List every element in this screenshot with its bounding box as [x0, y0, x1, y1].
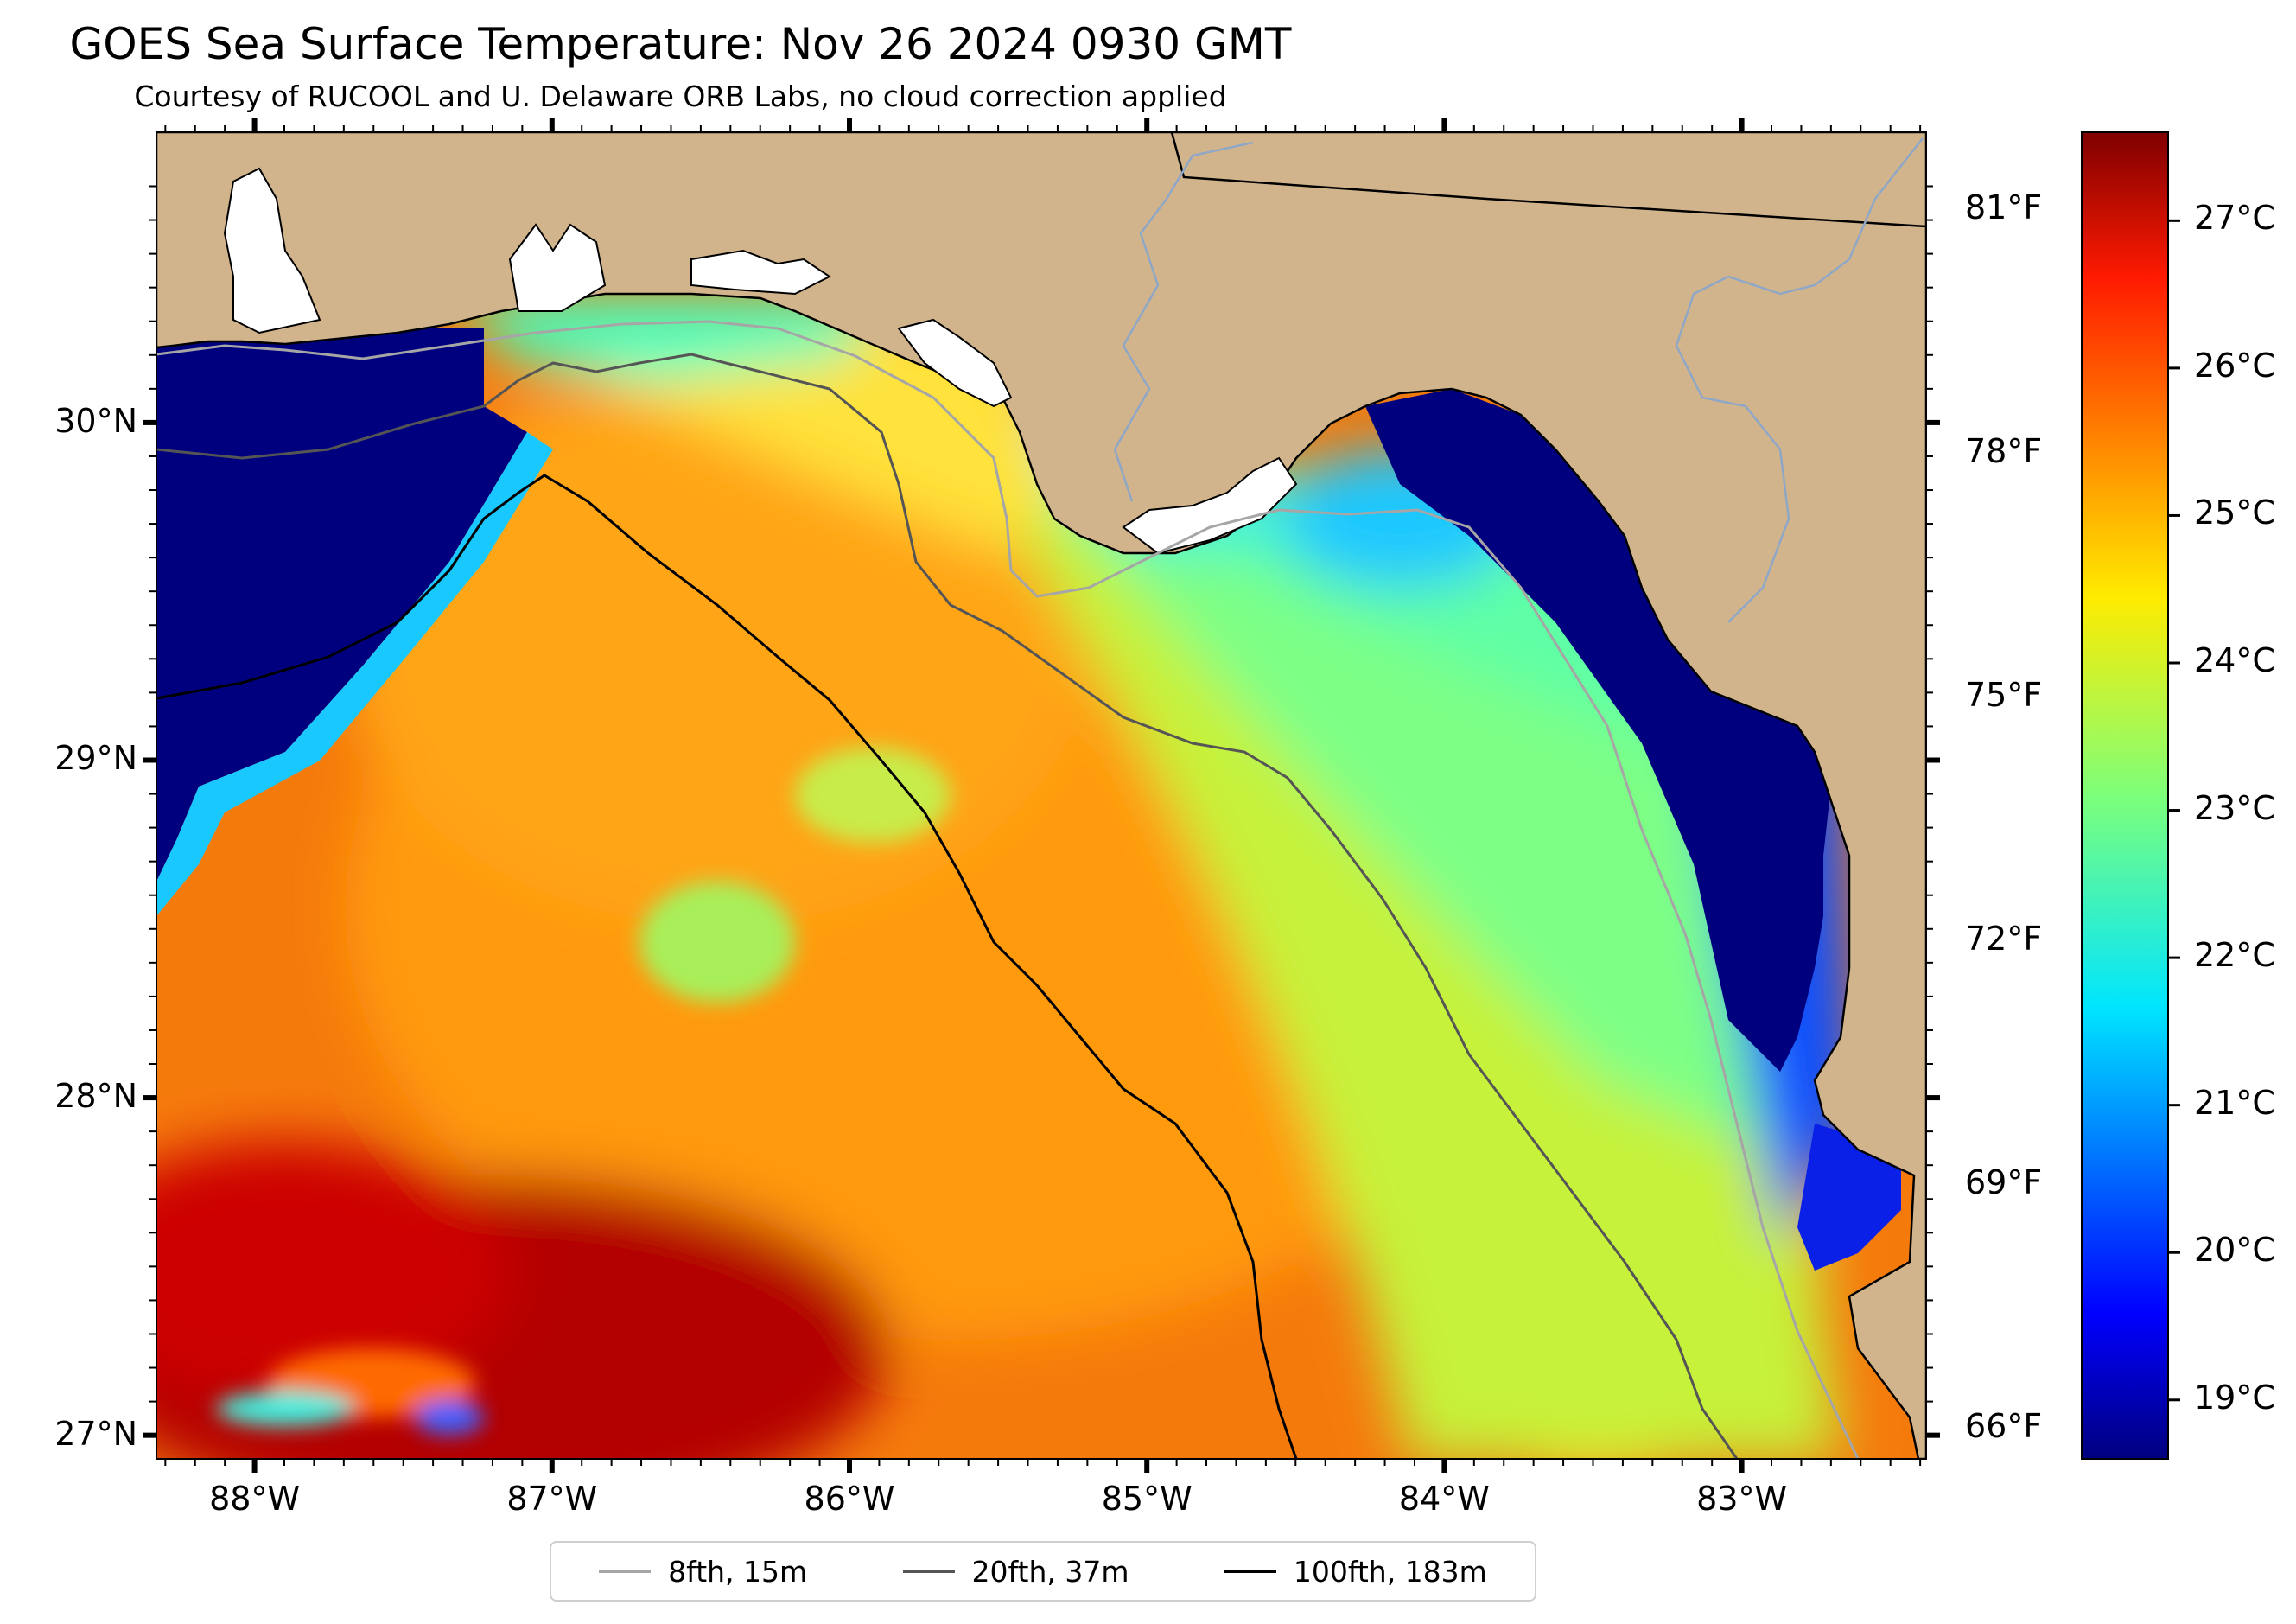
- legend-line-183m: [1224, 1570, 1276, 1573]
- river-2: [1675, 137, 1924, 623]
- fahrenheit-label: 78°F: [1965, 432, 2043, 470]
- fahrenheit-label: 66°F: [1965, 1407, 2043, 1445]
- colorbar-label: 23°C: [2194, 788, 2275, 827]
- cold-water-east: [1365, 389, 1832, 1072]
- legend-item-183m: 100fth, 183m: [1224, 1555, 1487, 1589]
- map-subtitle: Courtesy of RUCOOL and U. Delaware ORB L…: [134, 80, 1227, 113]
- colorbar: [2081, 131, 2169, 1460]
- cold-transition-west: [156, 432, 553, 916]
- land-bay-white-4: [897, 318, 1013, 408]
- colorbar-label: 26°C: [2194, 346, 2275, 385]
- land-bay-white-3: [690, 249, 831, 296]
- map-area: [156, 132, 1926, 1459]
- legend-label-183m: 100fth, 183m: [1293, 1554, 1487, 1589]
- legend-label-15m: 8fth, 15m: [668, 1554, 808, 1589]
- isobath-legend: 8fth, 15m 20fth, 37m 100fth, 183m: [550, 1541, 1536, 1602]
- colorbar-label: 24°C: [2194, 641, 2275, 679]
- lat-tick-label: 28°N: [54, 1077, 137, 1116]
- land-bay-white-5: [1122, 456, 1298, 555]
- legend-item-37m: 20fth, 37m: [902, 1554, 1129, 1589]
- lon-tick-label: 88°W: [209, 1480, 301, 1518]
- legend-line-37m: [902, 1570, 955, 1573]
- sst-features: [216, 748, 951, 1435]
- land-bay-white-2: [508, 223, 607, 312]
- river-1: [1113, 141, 1254, 502]
- colorbar-label: 20°C: [2194, 1231, 2275, 1270]
- land-bay-white: [223, 167, 321, 334]
- lon-tick-label: 83°W: [1696, 1480, 1788, 1518]
- cold-water-bay: [1797, 1124, 1901, 1271]
- map-ticks: [143, 118, 1940, 1473]
- colorbar-ticks: [2168, 219, 2180, 1402]
- colorbar-label: 21°C: [2194, 1083, 2275, 1122]
- lat-tick-label: 27°N: [54, 1414, 137, 1453]
- fahrenheit-label: 72°F: [1965, 920, 2043, 958]
- fahrenheit-label: 75°F: [1965, 676, 2043, 714]
- colorbar-label: 19°C: [2194, 1378, 2275, 1417]
- legend-item-15m: 8fth, 15m: [599, 1555, 807, 1589]
- map-frame: [156, 131, 1927, 1460]
- colorbar-label: 27°C: [2194, 199, 2275, 238]
- lat-tick-label: 29°N: [54, 739, 137, 778]
- legend-label-37m: 20fth, 37m: [971, 1554, 1129, 1589]
- lat-tick-label: 30°N: [54, 401, 137, 440]
- colorbar-label: 22°C: [2194, 936, 2275, 975]
- legend-line-15m: [599, 1570, 652, 1573]
- cold-water-west: [156, 328, 527, 882]
- lon-tick-label: 87°W: [506, 1480, 598, 1518]
- isobath-183m: [156, 474, 1298, 1459]
- fahrenheit-label: 81°F: [1965, 188, 2043, 226]
- lon-tick-label: 84°W: [1398, 1480, 1490, 1518]
- lon-tick-label: 86°W: [804, 1480, 895, 1518]
- isobath-15m: [156, 320, 1860, 1459]
- fahrenheit-label: 69°F: [1965, 1163, 2043, 1201]
- colorbar-label: 25°C: [2194, 494, 2275, 532]
- map-title: GOES Sea Surface Temperature: Nov 26 202…: [69, 19, 1292, 69]
- isobath-37m: [156, 353, 1739, 1459]
- state-border: [1170, 132, 1926, 228]
- lon-tick-label: 85°W: [1101, 1480, 1193, 1518]
